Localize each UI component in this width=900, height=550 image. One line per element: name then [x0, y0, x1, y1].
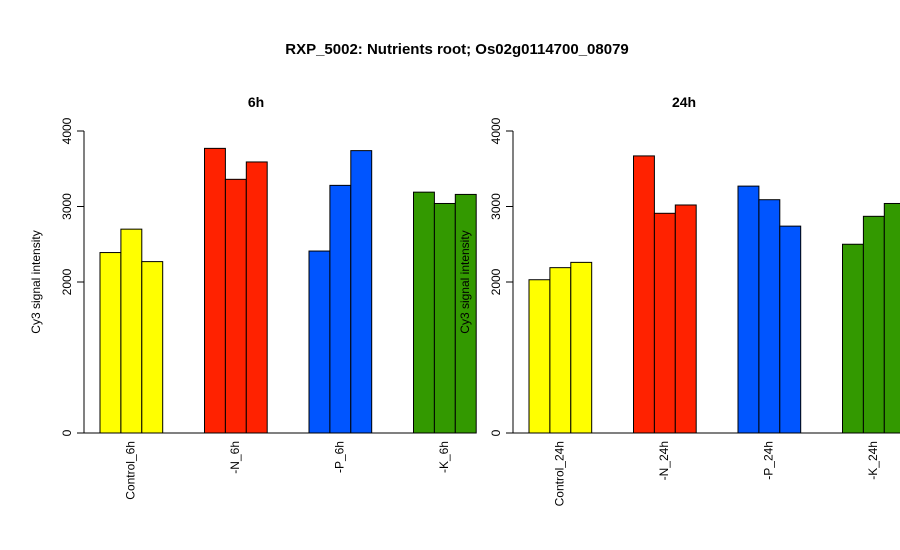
category-label: -N_24h	[657, 441, 671, 480]
bar	[454, 193, 477, 434]
bar	[653, 212, 676, 434]
category-label: -N_6h	[228, 441, 242, 474]
y-tick-label: 4000	[60, 117, 74, 144]
y-tick-label: 0	[60, 429, 74, 436]
bar	[204, 147, 226, 434]
bar	[224, 178, 247, 434]
bar	[350, 150, 373, 434]
bar	[245, 161, 268, 434]
bar	[862, 215, 885, 434]
category-label: -P_6h	[333, 441, 347, 473]
y-tick-label: 2000	[60, 268, 74, 295]
main-title: RXP_5002: Nutrients root; Os02g0114700_0…	[285, 41, 629, 58]
bar	[141, 261, 164, 434]
panel-24h: 24h 0 2000 3000 4000 Cy3 signal intensity Cont…	[458, 94, 900, 506]
bar	[528, 279, 551, 434]
category-label: Control_24h	[553, 441, 567, 506]
y-tick-label: 0	[489, 429, 503, 436]
bar	[549, 267, 572, 434]
y-axis-label: Cy3 signal intensity	[458, 230, 472, 333]
bar	[674, 204, 697, 434]
bar	[99, 252, 122, 434]
y-tick-label: 3000	[60, 193, 74, 220]
category-label: Control_6h	[124, 441, 138, 500]
y-tick-label: 4000	[489, 117, 503, 144]
panel-title: 24h	[672, 94, 696, 110]
bar	[758, 199, 781, 434]
y-tick-label: 3000	[489, 193, 503, 220]
bar	[570, 261, 593, 434]
bar	[779, 225, 802, 434]
panel-6h: 6h 0 2000 3000 4000 Cy3 signal intensity Contr…	[29, 94, 477, 500]
bar	[883, 202, 900, 434]
bar	[737, 185, 760, 434]
bar	[329, 184, 352, 434]
bar	[433, 202, 456, 434]
bar	[633, 155, 655, 434]
bar	[413, 191, 435, 434]
category-label: -K_24h	[866, 441, 880, 480]
category-label: -K_6h	[437, 441, 451, 473]
y-tick-label: 2000	[489, 268, 503, 295]
y-axis-label: Cy3 signal intensity	[29, 230, 43, 333]
bar	[308, 250, 331, 434]
bar	[120, 228, 143, 434]
bar	[842, 243, 864, 434]
category-label: -P_24h	[762, 441, 776, 480]
panel-title: 6h	[248, 94, 264, 110]
